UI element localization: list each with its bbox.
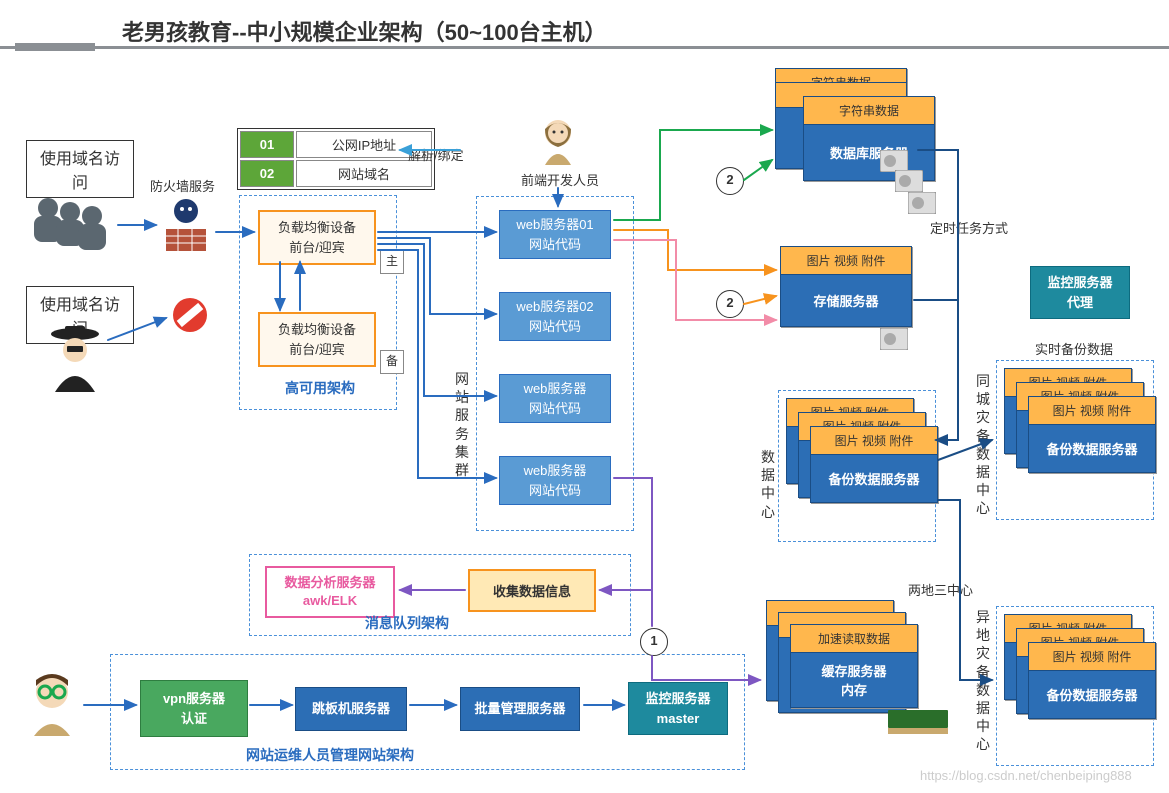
collect-box: 收集数据信息	[468, 569, 596, 612]
disk-icon-2	[895, 170, 923, 192]
two-three-label: 两地三中心	[908, 580, 973, 599]
lb-backup: 负载均衡设备 前台/迎宾	[258, 312, 376, 367]
dns-table: 01公网IP地址 02网站域名	[237, 128, 435, 190]
lb-primary-l2: 前台/迎宾	[260, 238, 374, 258]
watermark: https://blog.csdn.net/chenbeiping888	[920, 768, 1132, 783]
cache-hdr: 加速读取数据	[791, 625, 917, 653]
disk-icon-4	[880, 328, 908, 350]
mon-agent-l1: 监控服务器	[1031, 273, 1129, 293]
offsite-label: 异 地 灾 备 数 据 中 心	[975, 608, 991, 754]
backup1-body: 备份数据服务器	[811, 455, 937, 502]
lb-primary: 负载均衡设备 前台/迎宾	[258, 210, 376, 265]
lb-primary-l1: 负载均衡设备	[260, 218, 374, 238]
lb-backup-tag: 备	[380, 350, 404, 374]
store-hdr: 图片 视频 附件	[781, 247, 911, 275]
circle-1: 1	[640, 628, 668, 656]
web-server-2: web服务器02网站代码	[499, 292, 611, 341]
circle-2b: 2	[716, 290, 744, 318]
analysis-l1: 数据分析服务器	[267, 574, 393, 592]
mon-agent-l2: 代理	[1031, 293, 1129, 313]
store-body: 存储服务器	[781, 275, 911, 326]
web1-l2: 网站代码	[500, 235, 610, 255]
web2-l1: web服务器02	[500, 297, 610, 317]
dc-label: 数 据 中 心	[760, 448, 776, 521]
cache-body-l2: 内存	[791, 680, 917, 699]
backup3-body: 备份数据服务器	[1029, 671, 1155, 718]
circle-2a: 2	[716, 167, 744, 195]
firewall-label: 防火墙服务	[150, 176, 215, 195]
disk-icon-3	[908, 192, 936, 214]
jump-server: 跳板机服务器	[295, 687, 407, 731]
page-title: 老男孩教育--中小规模企业架构（50~100台主机）	[122, 15, 607, 47]
backup2-hdr: 图片 视频 附件	[1029, 397, 1155, 425]
frontend-dev-icon	[533, 115, 583, 170]
dns-row2-num: 02	[240, 160, 294, 187]
mon-l1: 监控服务器	[629, 689, 727, 709]
dns-annotation: 解析/绑定	[408, 145, 464, 164]
lb-primary-tag: 主	[380, 250, 404, 274]
web4-l2: 网站代码	[500, 481, 610, 501]
mon-l2: master	[629, 709, 727, 729]
mq-group-title: 消息队列架构	[365, 613, 449, 633]
disk-icon-1	[880, 150, 908, 172]
cache-body-l1: 缓存服务器	[791, 661, 917, 680]
ops-group-title: 网站运维人员管理网站架构	[220, 745, 440, 765]
web3-l1: web服务器	[500, 379, 610, 399]
lb-backup-l2: 前台/迎宾	[260, 340, 374, 360]
firewall-icon	[158, 195, 214, 255]
users-icon	[28, 190, 118, 260]
vpn-server: vpn服务器认证	[140, 680, 248, 737]
dns-row1-num: 01	[240, 131, 294, 158]
web1-l1: web服务器01	[500, 215, 610, 235]
backup2-body: 备份数据服务器	[1029, 425, 1155, 472]
vpn-l2: 认证	[141, 709, 247, 729]
title-underline	[0, 46, 1169, 49]
ram-icon	[888, 710, 948, 734]
frontend-dev-label: 前端开发人员	[520, 170, 600, 189]
cluster-vertical-label: 网 站 服 务 集 群	[454, 370, 470, 479]
ops-person-icon	[22, 670, 82, 740]
web-server-1: web服务器01网站代码	[499, 210, 611, 259]
analysis-l2: awk/ELK	[267, 592, 393, 610]
block-icon	[170, 295, 210, 335]
lb-backup-l1: 负载均衡设备	[260, 320, 374, 340]
vpn-l1: vpn服务器	[141, 689, 247, 709]
backup1-hdr: 图片 视频 附件	[811, 427, 937, 455]
batch-server: 批量管理服务器	[460, 687, 580, 731]
samecity-label: 同 城 灾 备 数 据 中 心	[975, 372, 991, 518]
db-hdr2: 字符串数据	[804, 97, 934, 125]
dns-row2-text: 网站域名	[296, 160, 432, 187]
backup3-hdr: 图片 视频 附件	[1029, 643, 1155, 671]
title-accent	[15, 43, 95, 51]
analysis-server: 数据分析服务器awk/ELK	[265, 566, 395, 618]
web4-l1: web服务器	[500, 461, 610, 481]
ha-group-title: 高可用架构	[275, 378, 365, 398]
web-server-3: web服务器网站代码	[499, 374, 611, 423]
web2-l2: 网站代码	[500, 317, 610, 337]
timed-task-label: 定时任务方式	[930, 218, 1008, 237]
monitor-agent: 监控服务器 代理	[1030, 266, 1130, 319]
realtime-backup-label: 实时备份数据	[1035, 339, 1113, 358]
monitor-master: 监控服务器master	[628, 682, 728, 735]
web3-l2: 网站代码	[500, 399, 610, 419]
web-server-4: web服务器网站代码	[499, 456, 611, 505]
hacker-icon	[45, 320, 105, 395]
